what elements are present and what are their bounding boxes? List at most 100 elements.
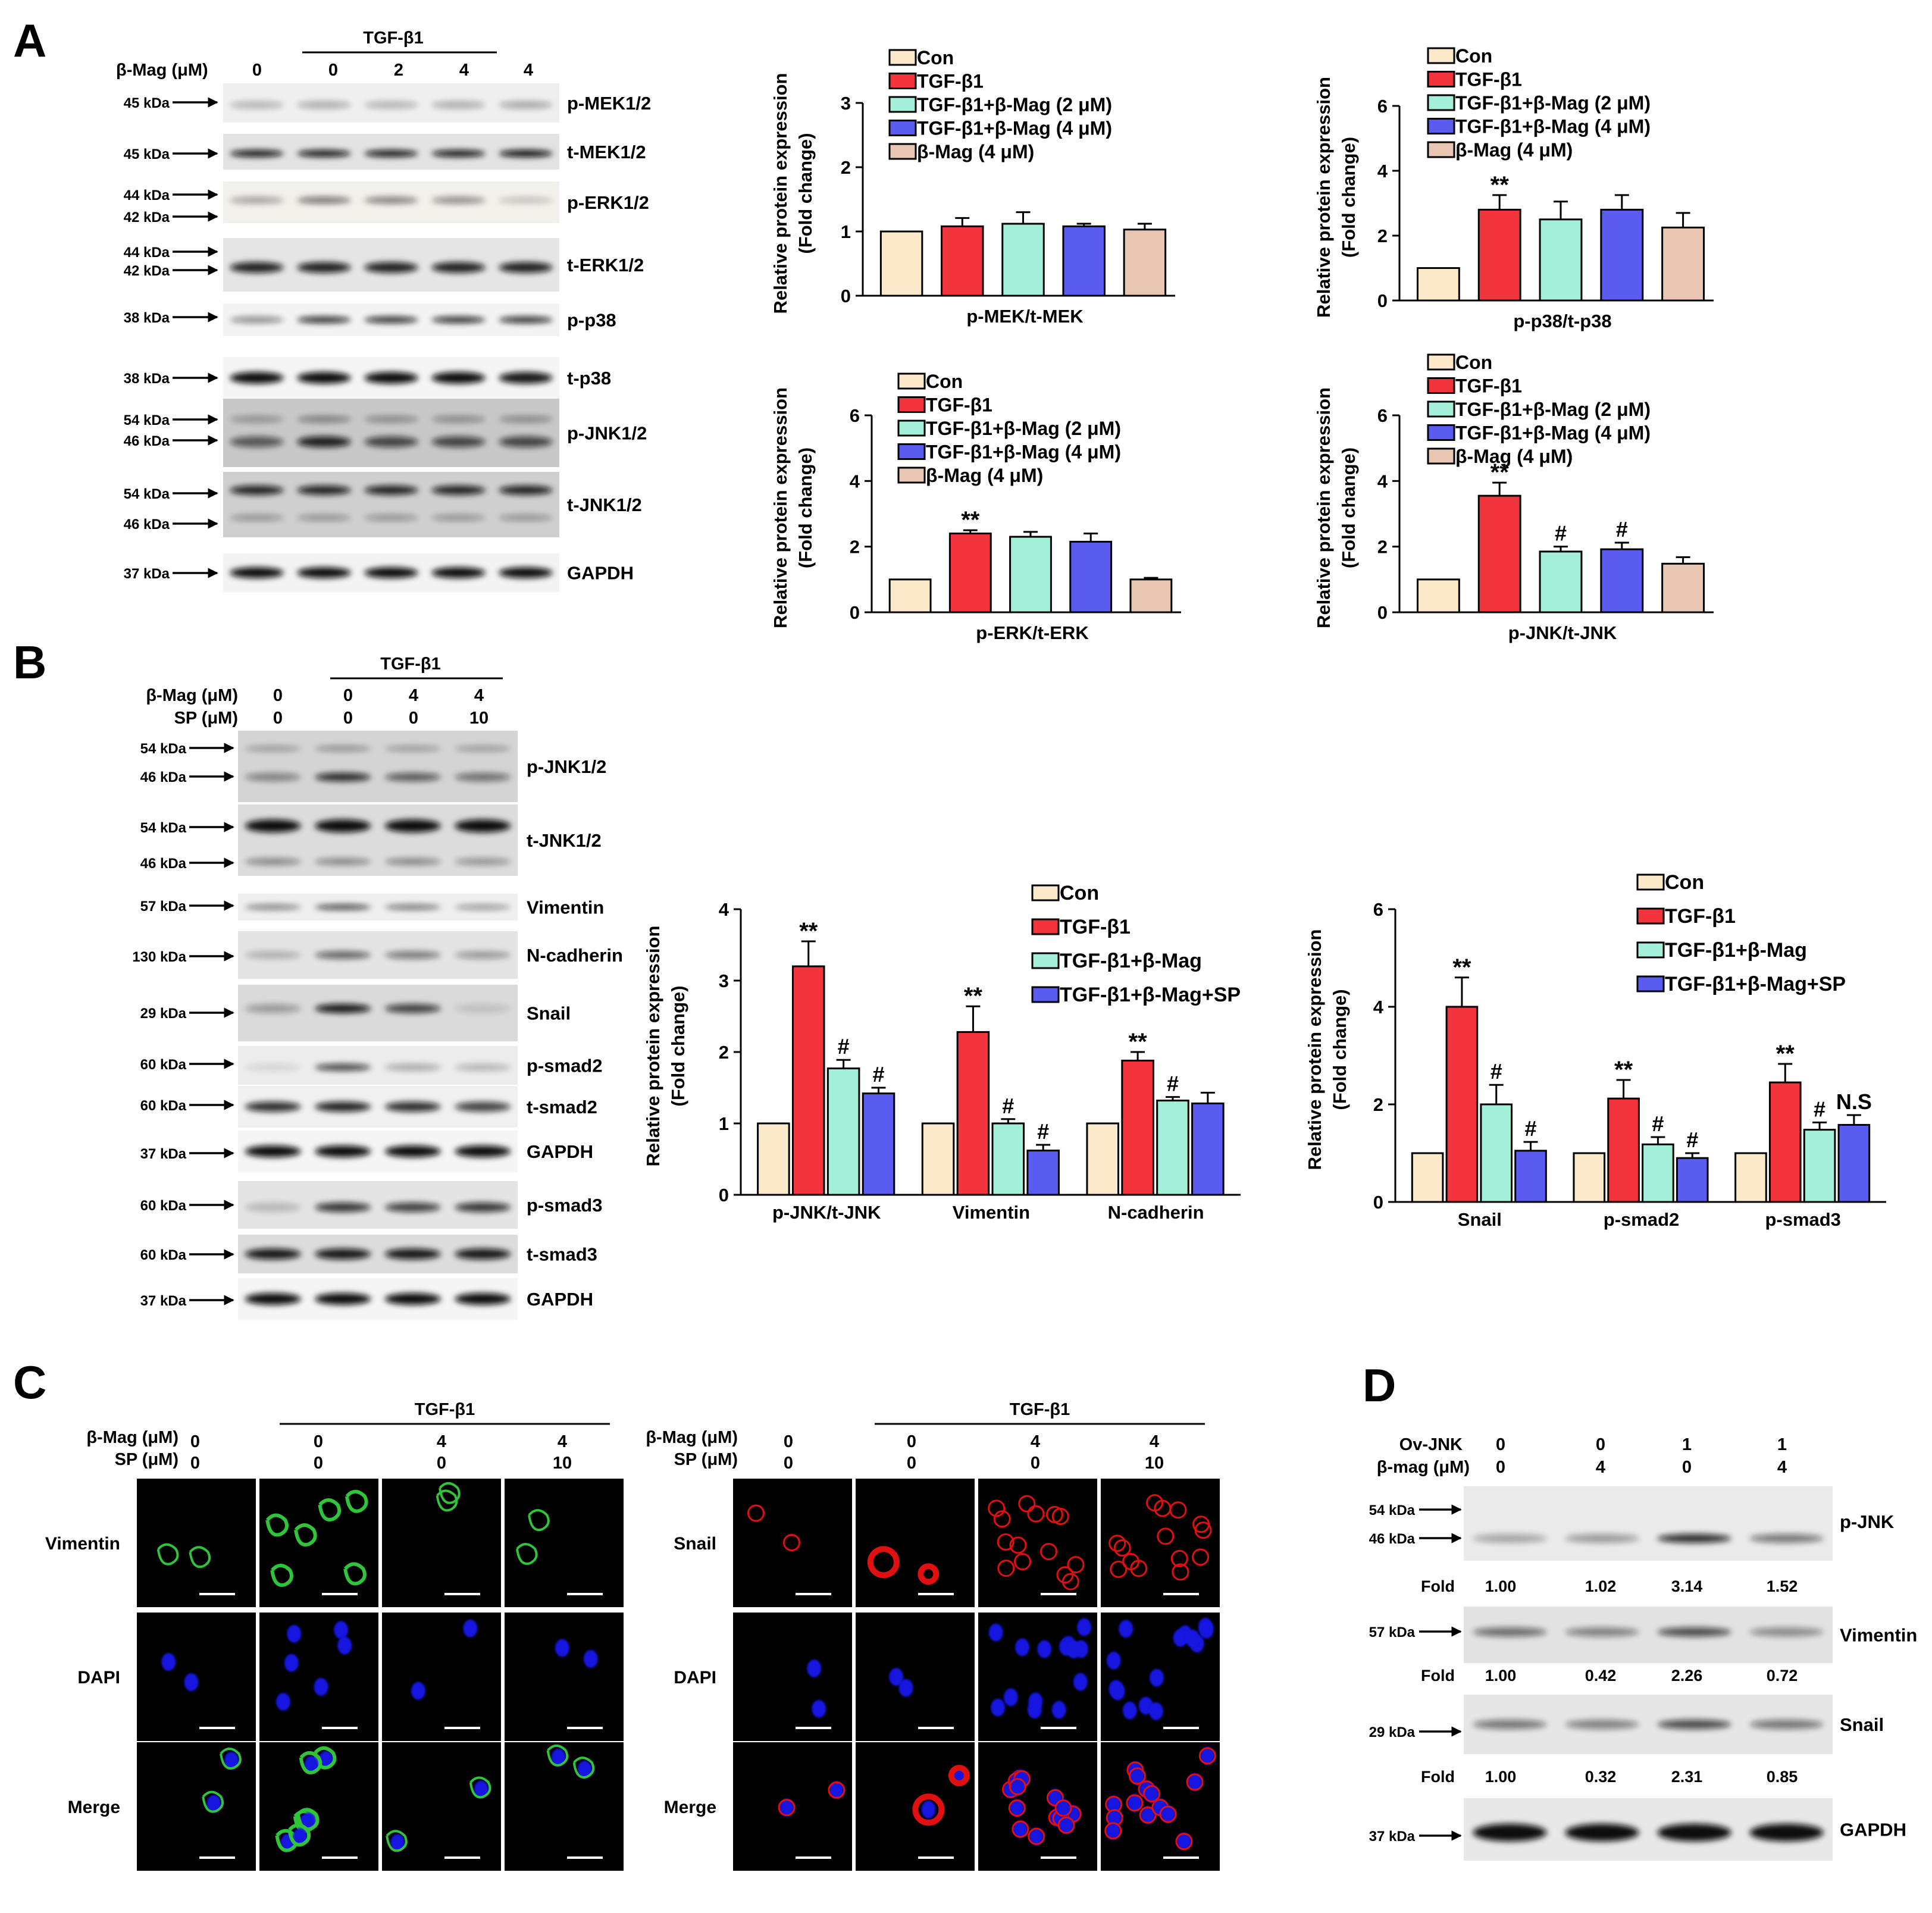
blot-band (1749, 1627, 1824, 1637)
bar (1477, 494, 1521, 613)
blot-band (315, 1293, 371, 1305)
blot-name: p-JNK1/2 (527, 756, 606, 777)
nucleus (1073, 1673, 1088, 1691)
blot-band (431, 372, 486, 384)
nucleus (1010, 1799, 1025, 1817)
legend-entry: TGF-β1+β-Mag (2 μM) (926, 418, 1121, 439)
snail-signal (1045, 1505, 1063, 1523)
bar (1514, 1150, 1547, 1203)
legend-entry: β-Mag (4 μM) (1455, 139, 1573, 161)
blot-band (230, 196, 284, 204)
bar (1642, 1143, 1674, 1203)
y-tick-label: 6 (850, 405, 860, 426)
nucleus (551, 1748, 566, 1767)
panel-a-western-blots: β-Mag (μM) 0 0 2 4 4 TGF-β1 45 kDa p-MEK1/2 45 kD… (116, 29, 651, 592)
nucleus (1037, 1640, 1052, 1658)
snail-signal (1027, 1505, 1045, 1523)
snail-signal (1104, 1822, 1122, 1840)
nucleus (1148, 1702, 1163, 1720)
x-axis-label: p-ERK/t-ERK (976, 622, 1089, 643)
nucleus (287, 1624, 302, 1643)
snail-signal (1194, 1521, 1212, 1539)
chart-B2: 0 2 4 6 ** # # Snail ** # # p-smad2 ** # N.S p-smad3 Rel… (1304, 899, 1886, 1230)
sp-value: 10 (469, 709, 489, 728)
sp-value: 0 (273, 709, 283, 728)
blot-name: t-ERK1/2 (567, 255, 644, 275)
blot-background (223, 399, 559, 467)
nucleus (1122, 1701, 1137, 1720)
nucleus (1176, 1832, 1191, 1851)
blot-band (315, 1203, 371, 1212)
snail-signal (782, 1533, 800, 1551)
legend-swatch (1636, 975, 1665, 992)
nucleus (1110, 1682, 1125, 1701)
kda-label: 54 kDa (124, 486, 170, 502)
legend-swatch (888, 73, 917, 89)
micrograph (505, 1479, 624, 1607)
blot-name: t-MEK1/2 (567, 142, 646, 162)
bar (826, 1067, 860, 1196)
bar (941, 225, 984, 297)
vimentin-signal (343, 1562, 367, 1586)
blot-band (431, 196, 486, 204)
vimentin-signal (345, 1489, 368, 1513)
blot-band (245, 746, 301, 752)
blot-band (499, 196, 553, 204)
y-axis-label: (Fold change) (795, 447, 816, 568)
chart-B1: 0 1 2 3 4 ** # # p-JNK/t-JNK ** # # Vimentin ** # N-cad… (643, 899, 1241, 1223)
mag-value: 4 (524, 61, 533, 80)
legend-swatch (888, 49, 917, 66)
sp-value: 0 (784, 1454, 793, 1473)
kda-label: 38 kDa (124, 371, 170, 387)
blot-band (315, 1145, 371, 1157)
blot-vimentin (238, 894, 518, 921)
mag-label: β-Mag (μM) (146, 686, 238, 705)
chart-A4: 0 2 4 6 ** # # p-JNK/t-JNK Relative protein expr… (1313, 387, 1714, 643)
nucleus (1141, 1806, 1156, 1824)
bar (1734, 1152, 1767, 1203)
mag-value: 4 (1031, 1432, 1040, 1451)
bar (1539, 550, 1583, 613)
snail-signal (997, 1533, 1014, 1551)
legend-swatch (897, 372, 926, 390)
legend-swatch (1636, 873, 1665, 891)
bar (1009, 536, 1052, 613)
snail-signal (1170, 1549, 1188, 1567)
blot-band (245, 951, 301, 959)
y-tick-label: 2 (850, 537, 860, 558)
blot-t-jnk1-2 (238, 804, 518, 876)
significance-mark: # (1616, 517, 1628, 541)
blot-band (245, 1293, 301, 1305)
nucleus (1188, 1773, 1203, 1791)
panel-label-b: B (13, 636, 46, 688)
blot-band (230, 101, 284, 109)
nucleus (991, 1698, 1006, 1717)
nucleus (206, 1795, 221, 1813)
kda-label: 46 kDa (124, 433, 170, 449)
kda-label: 60 kDa (140, 1198, 187, 1214)
blot-band (455, 904, 511, 910)
blot-band (1565, 1534, 1639, 1543)
fold-value: 3.14 (1671, 1577, 1703, 1595)
category-label: p-smad3 (1765, 1209, 1840, 1230)
legend-swatch (1427, 141, 1455, 158)
nucleus (1130, 1767, 1145, 1785)
row-label: DAPI (674, 1668, 716, 1687)
blot-band (364, 436, 418, 447)
blot-p-p38 (223, 303, 559, 336)
kda-label: 38 kDa (124, 310, 170, 326)
kda-label: 57 kDa (140, 898, 187, 915)
blot-name: Snail (1840, 1714, 1884, 1735)
blot-name: t-p38 (567, 368, 611, 389)
snail-signal (1126, 1794, 1144, 1812)
legend-swatch (1427, 447, 1455, 465)
vimentin-signal (528, 1509, 550, 1532)
mag-value: 2 (394, 61, 403, 80)
vimentin-signal (436, 1489, 458, 1512)
tgf-label: TGF-β1 (1010, 1400, 1070, 1419)
snail-signal (1009, 1778, 1026, 1796)
blot-band (384, 1101, 441, 1112)
y-axis-label: Relative protein expression (1304, 929, 1325, 1170)
vimentin-signal (469, 1776, 491, 1799)
legend-swatch (1427, 424, 1455, 441)
